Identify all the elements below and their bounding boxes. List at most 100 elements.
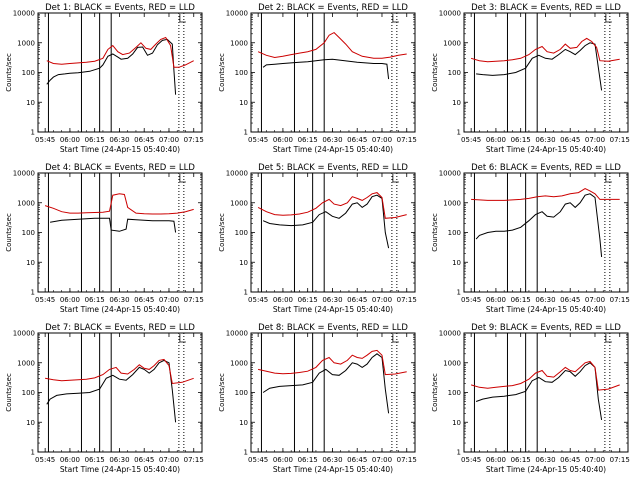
- x-tick-label: 06:00: [60, 136, 80, 144]
- bracket-mark: [605, 174, 612, 183]
- x-tick-label: 06:45: [347, 456, 367, 464]
- chart-title: Det 6: BLACK = Events, RED = LLD: [471, 163, 621, 173]
- x-tick-label: 06:30: [535, 296, 555, 304]
- x-tick-label: 05:45: [248, 296, 268, 304]
- chart-title: Det 5: BLACK = Events, RED = LLD: [258, 163, 408, 173]
- events-series-line: [46, 38, 177, 95]
- chart-title: Det 2: BLACK = Events, RED = LLD: [258, 3, 408, 13]
- y-tick-label: 1: [244, 289, 248, 297]
- y-tick-label: 1: [31, 129, 35, 137]
- lld-series-line: [470, 37, 620, 63]
- lld-series-line: [257, 349, 407, 376]
- events-series-line: [262, 194, 390, 249]
- y-tick-label: 10: [26, 419, 35, 427]
- bracket-mark: [605, 334, 612, 343]
- y-tick-label: 100: [235, 229, 248, 237]
- detector-chart: Det 3: BLACK = Events, RED = LLD 1 10 100 10…: [431, 3, 630, 154]
- y-tick-label: 1000: [17, 199, 35, 207]
- x-tick-label: 06:15: [85, 296, 105, 304]
- y-tick-label: 10000: [13, 10, 35, 18]
- x-tick-label: 06:45: [347, 296, 367, 304]
- x-tick-label: 07:00: [372, 136, 392, 144]
- y-tick-label: 10000: [439, 10, 461, 18]
- x-tick-label: 05:45: [35, 296, 55, 304]
- y-tick-label: 10: [239, 259, 248, 267]
- bracket-mark: [392, 334, 399, 343]
- x-tick-label: 06:45: [134, 456, 154, 464]
- y-tick-label: 1: [457, 449, 461, 457]
- y-tick-label: 1000: [230, 359, 248, 367]
- detector-chart: Det 6: BLACK = Events, RED = LLD 1 10 100 10…: [431, 163, 630, 314]
- x-tick-label: 06:45: [134, 296, 154, 304]
- y-axis-label: Counts/sec: [218, 373, 226, 412]
- x-tick-label: 05:45: [461, 136, 481, 144]
- y-tick-label: 10: [452, 259, 461, 267]
- y-tick-label: 1: [244, 449, 248, 457]
- y-tick-label: 1: [244, 129, 248, 137]
- y-tick-label: 100: [22, 389, 35, 397]
- x-tick-label: 06:45: [560, 296, 580, 304]
- x-tick-label: 06:45: [347, 136, 367, 144]
- plot-frame: [37, 332, 203, 453]
- events-series-line: [262, 353, 390, 414]
- y-tick-label: 10000: [13, 330, 35, 338]
- x-axis-label: Start Time (24-Apr-15 05:40:40): [486, 305, 606, 314]
- x-tick-label: 07:00: [159, 296, 179, 304]
- x-tick-label: 07:15: [397, 456, 417, 464]
- x-tick-label: 06:45: [560, 136, 580, 144]
- plot-frame: [463, 332, 629, 453]
- x-tick-label: 05:45: [248, 136, 268, 144]
- detector-panel: Det 2: BLACK = Events, RED = LLD 1 10 100 10…: [213, 0, 426, 160]
- plot-frame: [463, 12, 629, 133]
- x-tick-label: 07:15: [610, 296, 630, 304]
- lld-series-line: [44, 193, 194, 215]
- y-tick-label: 1: [31, 449, 35, 457]
- detector-panel: Det 3: BLACK = Events, RED = LLD 1 10 100 10…: [426, 0, 639, 160]
- y-axis-label: Counts/sec: [218, 53, 226, 92]
- detector-panel: Det 4: BLACK = Events, RED = LLD 1 10 100 10…: [0, 160, 213, 320]
- plot-frame: [250, 172, 416, 293]
- y-tick-label: 1000: [230, 39, 248, 47]
- x-tick-label: 06:15: [511, 136, 531, 144]
- x-tick-label: 06:30: [109, 456, 129, 464]
- bracket-mark: [392, 14, 399, 23]
- y-tick-label: 10000: [439, 330, 461, 338]
- y-tick-label: 10: [239, 99, 248, 107]
- x-tick-label: 06:00: [60, 296, 80, 304]
- x-tick-label: 05:45: [35, 136, 55, 144]
- y-tick-label: 1: [457, 129, 461, 137]
- x-tick-label: 07:15: [610, 136, 630, 144]
- x-tick-label: 06:15: [298, 296, 318, 304]
- y-axis-label: Counts/sec: [218, 213, 226, 252]
- x-tick-label: 06:15: [85, 456, 105, 464]
- y-tick-label: 1000: [17, 359, 35, 367]
- x-tick-label: 06:30: [109, 136, 129, 144]
- x-tick-label: 06:00: [273, 456, 293, 464]
- y-tick-label: 100: [448, 229, 461, 237]
- x-tick-label: 07:15: [184, 456, 204, 464]
- y-tick-label: 1000: [443, 359, 461, 367]
- x-tick-label: 06:00: [486, 136, 506, 144]
- y-tick-label: 1000: [443, 39, 461, 47]
- x-tick-label: 06:45: [134, 136, 154, 144]
- events-series-line: [46, 359, 177, 423]
- events-series-line: [475, 362, 603, 420]
- x-tick-label: 06:30: [322, 456, 342, 464]
- chart-title: Det 3: BLACK = Events, RED = LLD: [471, 3, 621, 13]
- y-tick-label: 10000: [439, 170, 461, 178]
- y-axis-label: Counts/sec: [431, 213, 439, 252]
- x-axis-label: Start Time (24-Apr-15 05:40:40): [486, 145, 606, 154]
- x-tick-label: 06:00: [486, 456, 506, 464]
- x-tick-label: 07:00: [585, 456, 605, 464]
- y-tick-label: 10000: [13, 170, 35, 178]
- x-tick-label: 06:45: [560, 456, 580, 464]
- y-tick-label: 100: [448, 389, 461, 397]
- y-tick-label: 10000: [226, 10, 248, 18]
- bracket-mark: [179, 334, 186, 343]
- x-tick-label: 06:15: [298, 136, 318, 144]
- y-axis-label: Counts/sec: [5, 213, 13, 252]
- x-tick-label: 07:00: [159, 456, 179, 464]
- detector-panel: Det 6: BLACK = Events, RED = LLD 1 10 100 10…: [426, 160, 639, 320]
- detector-panel: Det 7: BLACK = Events, RED = LLD 1 10 100 10…: [0, 320, 213, 480]
